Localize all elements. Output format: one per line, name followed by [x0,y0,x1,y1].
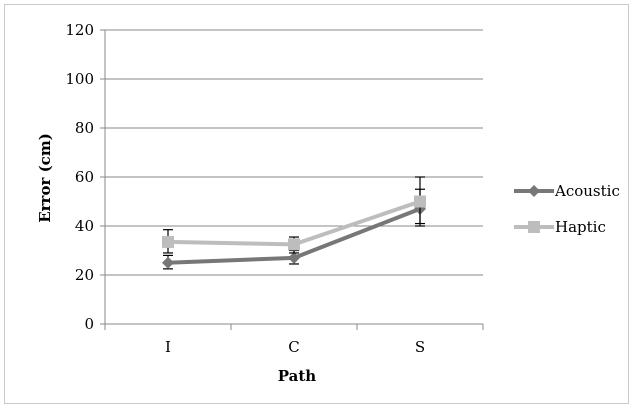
y-tick-label: 0 [84,315,94,333]
data-point [288,251,300,264]
y-tick-labels: 0 20 40 60 80 100 120 [65,21,94,333]
legend-label: Acoustic [554,182,620,200]
y-tick-label: 20 [75,266,94,284]
legend: Acoustic Haptic [514,182,620,236]
y-axis-title: Error (cm) [36,133,54,223]
x-tick-label: C [288,338,299,356]
x-tick-label: I [165,338,171,356]
chart-frame [4,4,629,404]
data-point [288,238,300,251]
x-axis-title: Path [278,367,317,385]
y-tick-label: 80 [75,119,94,137]
legend-marker [528,185,540,197]
series-acoustic [162,188,426,270]
gridlines [100,29,484,330]
legend-marker [528,221,540,233]
legend-label: Haptic [555,218,606,236]
y-tick-label: 120 [65,21,94,39]
data-point [162,235,174,248]
y-tick-label: 100 [65,70,94,88]
series-layer [162,176,426,270]
legend-item-haptic: Haptic [514,218,606,236]
series-haptic [162,176,426,254]
data-point [414,195,426,208]
x-tick-label: S [415,338,425,356]
y-tick-label: 40 [75,217,94,235]
data-point [162,256,174,269]
legend-item-acoustic: Acoustic [514,182,620,200]
y-tick-label: 60 [75,168,94,186]
